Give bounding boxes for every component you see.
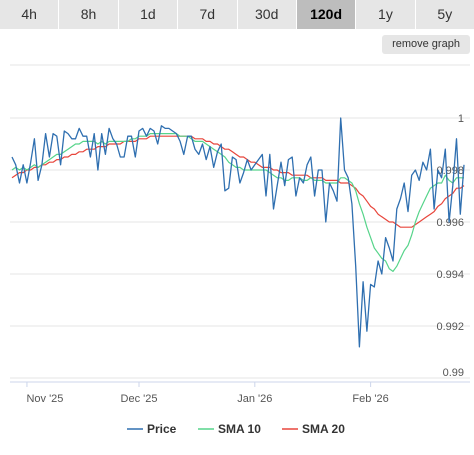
tab-8h[interactable]: 8h: [59, 0, 118, 29]
tab-4h[interactable]: 4h: [0, 0, 59, 29]
x-tick-label: Dec '25: [121, 393, 158, 405]
x-tick-label: Feb '26: [352, 393, 388, 405]
y-tick-label: 0.99: [443, 367, 464, 379]
legend-item-sma-10[interactable]: SMA 10: [198, 422, 261, 436]
legend-label: SMA 20: [302, 422, 345, 436]
remove-graph-button[interactable]: remove graph: [382, 35, 470, 54]
y-tick-label: 1: [458, 113, 464, 125]
series-line-price: [11, 117, 465, 348]
y-tick-label: 0.994: [436, 269, 464, 281]
legend-label: Price: [147, 422, 177, 436]
y-tick-label: 0.992: [436, 321, 464, 333]
tab-5y[interactable]: 5y: [415, 0, 474, 29]
tab-120d[interactable]: 120d: [296, 0, 356, 29]
x-tick-label: Nov '25: [26, 393, 63, 405]
tab-30d[interactable]: 30d: [237, 0, 296, 29]
timeframe-tabs: 4h 8h 1d 7d 30d 120d 1y 5y: [0, 0, 474, 30]
series-line-sma-20: [11, 135, 465, 228]
x-axis-ticks: Nov '25 Dec '25 Jan '26 Feb '26: [26, 382, 389, 405]
chart-grid: [10, 64, 470, 383]
tab-1y[interactable]: 1y: [356, 0, 415, 29]
legend-item-sma-20[interactable]: SMA 20: [282, 422, 345, 436]
x-tick-label: Jan '26: [237, 393, 272, 405]
legend-item-price[interactable]: Price: [127, 422, 177, 436]
series-lines: [11, 117, 465, 348]
tab-1d[interactable]: 1d: [118, 0, 178, 29]
y-tick-label: 0.996: [436, 217, 464, 229]
series-line-sma-10: [11, 132, 464, 272]
tab-7d[interactable]: 7d: [178, 0, 237, 29]
legend: Price SMA 10 SMA 20: [127, 422, 345, 436]
legend-label: SMA 10: [218, 422, 261, 436]
